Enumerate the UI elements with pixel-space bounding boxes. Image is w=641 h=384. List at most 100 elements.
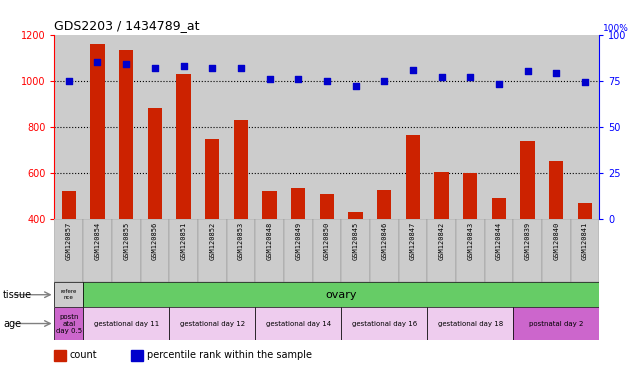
Point bbox=[408, 66, 418, 73]
Text: GSM120841: GSM120841 bbox=[582, 222, 588, 260]
Bar bbox=[513, 307, 599, 340]
Bar bbox=[370, 219, 399, 282]
Text: GSM120839: GSM120839 bbox=[524, 222, 531, 260]
Bar bbox=[54, 282, 83, 307]
Bar bbox=[463, 173, 478, 311]
Bar bbox=[513, 35, 542, 219]
Text: percentile rank within the sample: percentile rank within the sample bbox=[147, 350, 312, 360]
Bar bbox=[83, 35, 112, 219]
Text: refere
nce: refere nce bbox=[61, 289, 77, 300]
Text: GSM120853: GSM120853 bbox=[238, 222, 244, 260]
Point bbox=[437, 74, 447, 80]
Bar bbox=[169, 35, 198, 219]
Bar bbox=[147, 108, 162, 311]
Text: GSM120850: GSM120850 bbox=[324, 222, 330, 260]
Text: gestational day 12: gestational day 12 bbox=[179, 321, 245, 326]
Text: gestational day 16: gestational day 16 bbox=[352, 321, 417, 326]
Bar bbox=[520, 141, 535, 311]
Text: GSM120840: GSM120840 bbox=[553, 222, 560, 260]
Point bbox=[265, 76, 275, 82]
Point bbox=[522, 68, 533, 74]
Bar bbox=[255, 219, 284, 282]
Text: GDS2203 / 1434789_at: GDS2203 / 1434789_at bbox=[54, 19, 200, 32]
Bar bbox=[169, 307, 255, 340]
Bar bbox=[119, 50, 133, 311]
Text: GSM120852: GSM120852 bbox=[209, 222, 215, 260]
Text: postn
atal
day 0.5: postn atal day 0.5 bbox=[56, 313, 82, 334]
Bar bbox=[456, 35, 485, 219]
Text: gestational day 11: gestational day 11 bbox=[94, 321, 159, 326]
Bar bbox=[112, 35, 140, 219]
Point bbox=[379, 78, 389, 84]
Bar bbox=[349, 212, 363, 311]
Point bbox=[494, 81, 504, 88]
Bar bbox=[198, 219, 226, 282]
Bar bbox=[542, 35, 570, 219]
Bar bbox=[284, 35, 313, 219]
Text: GSM120851: GSM120851 bbox=[181, 222, 187, 260]
Text: GSM120855: GSM120855 bbox=[123, 222, 129, 260]
Bar bbox=[492, 198, 506, 311]
Text: GSM120843: GSM120843 bbox=[467, 222, 473, 260]
Text: gestational day 14: gestational day 14 bbox=[265, 321, 331, 326]
Bar bbox=[83, 219, 112, 282]
Bar bbox=[485, 219, 513, 282]
Bar bbox=[513, 219, 542, 282]
Text: GSM120856: GSM120856 bbox=[152, 222, 158, 260]
Point bbox=[551, 70, 562, 76]
Bar bbox=[341, 307, 428, 340]
Bar bbox=[428, 35, 456, 219]
Text: ovary: ovary bbox=[326, 290, 357, 300]
Bar bbox=[62, 191, 76, 311]
Bar bbox=[284, 219, 313, 282]
Bar bbox=[255, 307, 341, 340]
Bar bbox=[234, 120, 248, 311]
Text: GSM120849: GSM120849 bbox=[296, 222, 301, 260]
Bar bbox=[370, 35, 399, 219]
Point bbox=[465, 74, 476, 80]
Bar bbox=[456, 219, 485, 282]
Point bbox=[580, 79, 590, 86]
Text: GSM120842: GSM120842 bbox=[438, 222, 445, 260]
Point bbox=[92, 59, 103, 65]
Point bbox=[121, 61, 131, 67]
Bar bbox=[549, 161, 563, 311]
Bar bbox=[54, 219, 83, 282]
Text: GSM120848: GSM120848 bbox=[267, 222, 272, 260]
Bar bbox=[578, 203, 592, 311]
Text: GSM120847: GSM120847 bbox=[410, 222, 416, 260]
Point bbox=[236, 65, 246, 71]
Bar bbox=[54, 35, 83, 219]
Bar bbox=[140, 219, 169, 282]
Bar bbox=[176, 74, 191, 311]
Bar bbox=[54, 307, 83, 340]
Text: age: age bbox=[3, 318, 21, 329]
Bar bbox=[341, 219, 370, 282]
Point bbox=[293, 76, 303, 82]
Bar bbox=[291, 188, 305, 311]
Point bbox=[150, 65, 160, 71]
Point bbox=[63, 78, 74, 84]
Bar bbox=[435, 172, 449, 311]
Bar bbox=[428, 219, 456, 282]
Bar bbox=[90, 44, 104, 311]
Bar bbox=[262, 191, 277, 311]
Text: count: count bbox=[70, 350, 97, 360]
Text: tissue: tissue bbox=[3, 290, 32, 300]
Text: 100%: 100% bbox=[603, 24, 628, 33]
Bar bbox=[140, 35, 169, 219]
Bar bbox=[399, 219, 428, 282]
Bar bbox=[406, 135, 420, 311]
Bar bbox=[255, 35, 284, 219]
Text: GSM120846: GSM120846 bbox=[381, 222, 387, 260]
Bar bbox=[485, 35, 513, 219]
Bar bbox=[83, 307, 169, 340]
Bar bbox=[205, 139, 219, 311]
Bar bbox=[226, 219, 255, 282]
Bar bbox=[341, 35, 370, 219]
Text: postnatal day 2: postnatal day 2 bbox=[529, 321, 583, 326]
Bar bbox=[377, 190, 392, 311]
Bar bbox=[570, 35, 599, 219]
Text: GSM120845: GSM120845 bbox=[353, 222, 358, 260]
Bar bbox=[320, 194, 334, 311]
